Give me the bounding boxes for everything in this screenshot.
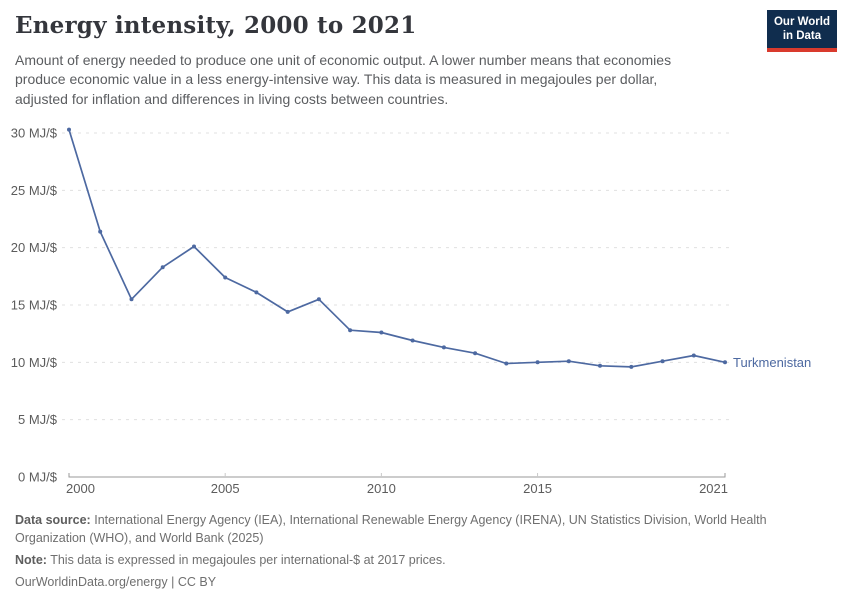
x-axis-tick-label: 2005 xyxy=(211,481,240,496)
y-axis-tick-label: 30 MJ/$ xyxy=(11,126,58,141)
data-point[interactable] xyxy=(316,297,321,302)
data-point[interactable] xyxy=(410,338,415,343)
data-point[interactable] xyxy=(98,229,103,234)
data-point[interactable] xyxy=(566,359,571,364)
data-line[interactable] xyxy=(68,128,726,368)
page-title: Energy intensity, 2000 to 2021 xyxy=(15,12,417,39)
data-point[interactable] xyxy=(223,275,228,280)
footer-url-link[interactable]: OurWorldinData.org/energy xyxy=(15,575,168,589)
x-axis-tick-label: 2010 xyxy=(367,481,396,496)
footer-sources: Data source: International Energy Agency… xyxy=(15,511,820,547)
y-axis-tick-label: 15 MJ/$ xyxy=(11,298,58,313)
x-axis-tick-label: 2000 xyxy=(66,481,95,496)
footer-license-link[interactable]: CC BY xyxy=(177,575,217,589)
data-point[interactable] xyxy=(379,330,384,335)
data-point[interactable] xyxy=(441,345,446,350)
data-point[interactable] xyxy=(660,359,665,364)
owid-logo[interactable]: Our World in Data xyxy=(766,10,837,52)
footer-separator: | xyxy=(167,575,178,589)
data-point[interactable] xyxy=(504,361,509,366)
data-point[interactable] xyxy=(691,353,696,358)
sources-text: International Energy Agency (IEA), Inter… xyxy=(15,513,767,545)
data-point[interactable] xyxy=(160,265,165,270)
chart-subtitle: Amount of energy needed to produce one u… xyxy=(15,52,672,107)
x-axis-tick-label: 2015 xyxy=(523,481,552,496)
logo-line1: Our World xyxy=(773,16,830,28)
note-label: Note: xyxy=(15,553,47,567)
chart-canvas[interactable]: 0 MJ/$ 5 MJ/$ 10 MJ/$ 15 MJ/$ 20 MJ/$ 25 MJ/$… xyxy=(0,118,850,503)
data-point[interactable] xyxy=(629,364,634,369)
logo-line2: in Data xyxy=(782,30,822,43)
x-axis-tick-label: 2021 xyxy=(699,481,728,496)
y-axis-tick-label: 25 MJ/$ xyxy=(11,183,58,198)
series-end-label: Turkmenistan xyxy=(733,355,811,370)
data-point[interactable] xyxy=(723,360,727,365)
x-axis-line xyxy=(68,473,726,478)
footer-credit: OurWorldinData.org/energy | CC BY xyxy=(15,573,820,591)
data-point[interactable] xyxy=(192,244,196,249)
data-point[interactable] xyxy=(254,290,259,295)
y-axis-tick-label: 0 MJ/$ xyxy=(18,470,58,485)
data-point[interactable] xyxy=(129,297,134,302)
y-axis-tick-label: 5 MJ/$ xyxy=(18,412,58,427)
y-axis-tick-label: 20 MJ/$ xyxy=(11,240,58,255)
chart-footer: Data source: International Energy Agency… xyxy=(15,511,820,595)
data-point[interactable] xyxy=(285,309,290,314)
data-point[interactable] xyxy=(348,328,353,333)
data-point[interactable] xyxy=(473,351,478,356)
data-point[interactable] xyxy=(67,127,71,132)
data-point[interactable] xyxy=(535,360,540,365)
line-chart: 0 MJ/$ 5 MJ/$ 10 MJ/$ 15 MJ/$ 20 MJ/$ 25 MJ/$… xyxy=(0,118,850,503)
y-axis-tick-label: 10 MJ/$ xyxy=(11,355,58,370)
note-text: This data is expressed in megajoules per… xyxy=(50,553,446,567)
footer-note: Note: This data is expressed in megajoul… xyxy=(15,551,820,569)
data-point[interactable] xyxy=(598,363,602,368)
sources-label: Data source: xyxy=(15,513,91,527)
